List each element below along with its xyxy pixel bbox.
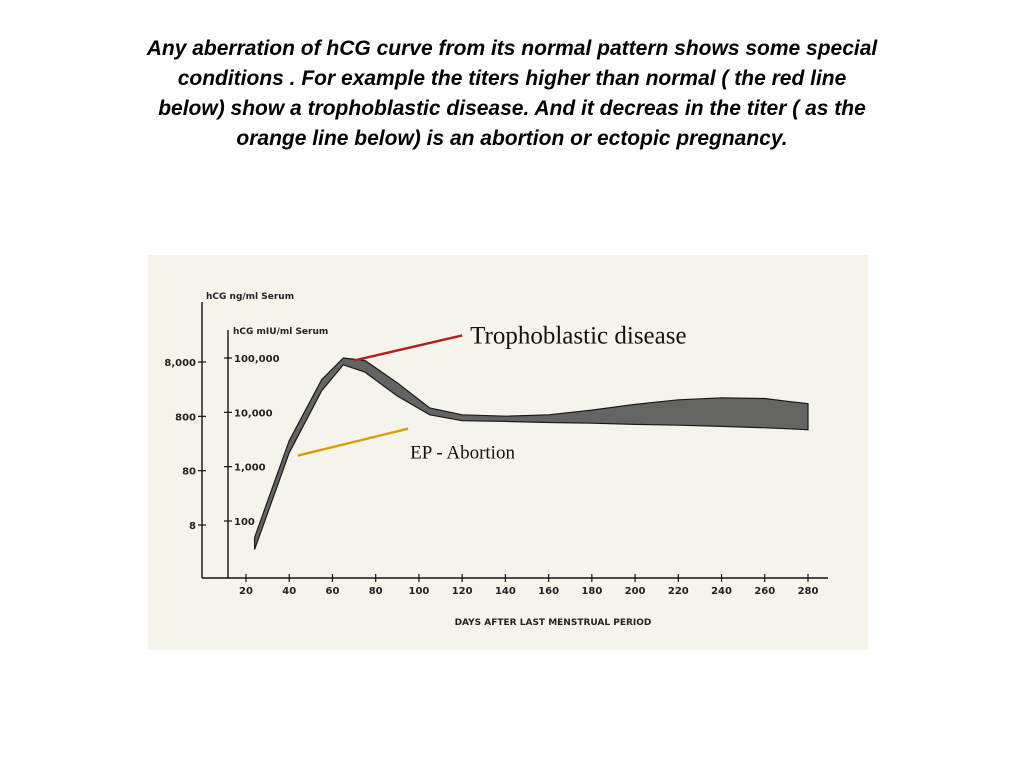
slide-text-line: orange line below) is an abortion or ect… [236,127,788,150]
x-tick-label: 140 [495,586,516,597]
y-outer-tick-label: 8,000 [164,358,196,369]
slide-text-line: below) show a trophoblastic disease. And… [158,97,866,120]
x-tick-label: 20 [239,586,253,597]
x-tick-label: 80 [369,586,383,597]
hcg-normal-band [254,357,809,550]
x-tick-label: 280 [798,586,819,597]
x-tick-label: 260 [754,586,775,597]
slide-text-line: Any aberration of hCG curve from its nor… [146,37,878,60]
y-outer-tick-label: 800 [175,412,196,423]
x-tick-label: 180 [581,586,602,597]
hcg-curve-chart: hCG ng/ml Serum hCG mIU/ml Serum DAYS AFTE… [164,292,828,628]
y-inner-tick-label: 1,000 [234,463,266,474]
x-tick-label: 60 [326,586,340,597]
y-axis-title-outer: hCG ng/ml Serum [206,292,294,302]
x-tick-label: 160 [538,586,559,597]
x-tick-label: 120 [452,586,473,597]
y-inner-tick-label: 10,000 [234,408,273,419]
y-axis-title-inner: hCG mIU/ml Serum [233,327,328,337]
slide-text-line: conditions . For example the titers high… [177,67,847,90]
x-tick-label: 220 [668,586,689,597]
abortion-line [297,427,409,457]
x-axis-title: DAYS AFTER LAST MENSTRUAL PERIOD [455,618,652,628]
x-tick-label: 240 [711,586,732,597]
hcg-chart-figure: hCG ng/ml Serum hCG mIU/ml Serum DAYS AFTE… [148,255,868,650]
y-inner-tick-label: 100 [234,517,255,528]
abortion-label: EP - Abortion [410,443,515,464]
trophoblastic-label: Trophoblastic disease [470,322,686,349]
y-outer-tick-label: 8 [189,521,196,532]
slide-description: Any aberration of hCG curve from its nor… [40,34,984,154]
y-outer-tick-label: 80 [182,467,196,478]
x-tick-label: 200 [625,586,646,597]
y-inner-tick-label: 100,000 [234,354,280,365]
trophoblastic-line [353,334,463,362]
x-tick-label: 40 [282,586,296,597]
x-tick-label: 100 [408,586,429,597]
